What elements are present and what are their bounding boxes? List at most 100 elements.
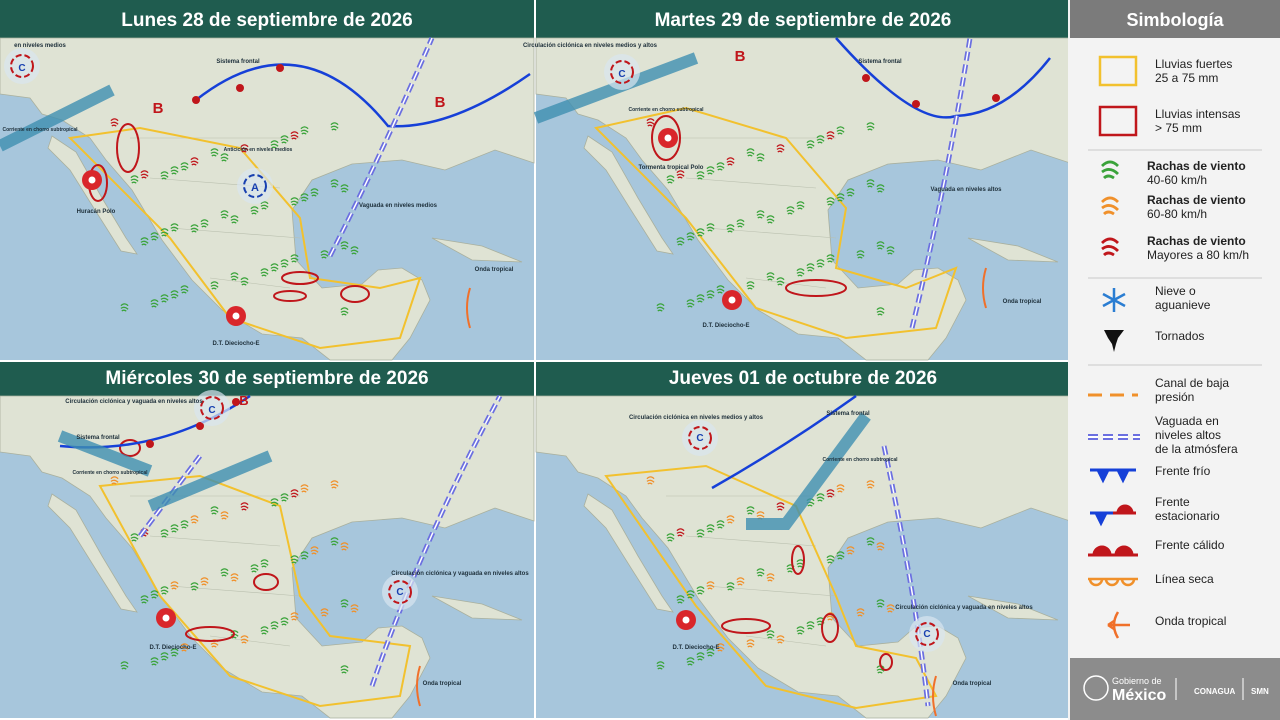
map-label: Sistema frontal [858, 59, 902, 65]
map-label: Corriente en chorro subtropical [822, 457, 898, 463]
legend-label: 60-80 km/h [1147, 207, 1207, 221]
legend-label: presión [1155, 390, 1194, 404]
warm-front-mark [912, 100, 920, 108]
warm-front-mark [992, 94, 1000, 102]
legend-label: Tornados [1155, 329, 1204, 343]
map-label: Sistema frontal [216, 59, 260, 65]
map-label: Sistema frontal [826, 411, 870, 417]
footer-divider [1175, 678, 1244, 700]
smn: SMN [1251, 687, 1269, 696]
map: Circulación ciclónica y vaguada en nivel… [0, 390, 535, 719]
heavy-rain [116, 123, 140, 173]
map-label: D.T. Dieciocho-E [702, 323, 749, 329]
map-label: B [239, 393, 248, 408]
warm-front-mark [146, 440, 154, 448]
legend-separator [1088, 149, 1262, 366]
legend-label: 25 a 75 mm [1155, 71, 1218, 85]
map-label: Circulación ciclónica y vaguada en nivel… [895, 605, 1033, 611]
warm-front-mark [232, 398, 240, 406]
map-label: C [696, 433, 703, 444]
circulation [200, 396, 224, 420]
circulation-halo [4, 48, 40, 84]
heavy-rain [273, 290, 307, 302]
map-label: Vaguada en niveles medios [359, 203, 438, 209]
map-label: Circulación ciclónica y vaguada en nivel… [391, 571, 529, 577]
map-label: B [153, 100, 164, 117]
legend-label: Frente [1155, 495, 1190, 509]
cold-front [195, 63, 531, 128]
rain-area [594, 106, 958, 340]
heavy-rain [253, 573, 279, 591]
heavy-rain [821, 613, 839, 643]
circulation-halo [604, 54, 640, 90]
map-label: C [208, 405, 215, 416]
map-label: Circulación ciclónica en niveles medios … [629, 415, 764, 421]
tropical-wave [932, 675, 937, 717]
circulation-halo [194, 390, 230, 426]
trough-inner [911, 37, 971, 329]
map-label: Onda tropical [475, 267, 514, 273]
footer: Gobierno de México CONAGUA SMN [1070, 658, 1280, 720]
warm-front-mark [196, 422, 204, 430]
map-label: Circulación ciclónica y vaguada en nivel… [65, 399, 203, 405]
map-label: C [18, 63, 25, 74]
map: en niveles medios C Sistema frontal B B Corri… [0, 37, 535, 361]
heavy-rain [651, 115, 681, 161]
map-label: Huracán Polo [77, 209, 116, 215]
legend-label: Rachas de viento [1147, 234, 1246, 248]
legend-header [1070, 0, 1280, 38]
map-label: Onda tropical [423, 681, 462, 687]
map-label: Corriente en chorro subtropical [628, 107, 704, 113]
legend-label: Mayores a 80 km/h [1147, 248, 1249, 262]
heavy-rain [785, 279, 847, 297]
panel: Martes 29 de septiembre de 2026 Circulaci… [523, 0, 1071, 361]
map-label: C [923, 629, 930, 640]
circulation-halo [909, 616, 945, 652]
tropical-wave [416, 665, 421, 707]
cyclone-eye [88, 176, 96, 184]
legend-label: de la atmósfera [1155, 442, 1238, 456]
legend-label: Onda tropical [1155, 614, 1226, 628]
panel-title: Miércoles 30 de septiembre de 2026 [105, 368, 428, 389]
map-label: A [251, 182, 259, 194]
icon-cold-front [1090, 468, 1136, 484]
map: Circulación ciclónica en niveles medios … [523, 37, 1071, 361]
warm-front-mark [276, 64, 284, 72]
map-label: Onda tropical [1003, 299, 1042, 305]
gov-line2: México [1112, 687, 1166, 704]
legend-label: Nieve o [1155, 284, 1196, 298]
panel: Lunes 28 de septiembre de 2026 en niveles… [0, 0, 535, 361]
circulation [243, 174, 267, 198]
trough-inner [329, 37, 433, 257]
circulation-halo [237, 168, 273, 204]
tropical-wave [466, 287, 471, 329]
rain-area [98, 474, 412, 708]
heavy-rain [281, 271, 319, 285]
map-label: C [618, 69, 625, 80]
trough-inner [371, 395, 501, 687]
jet-stream [57, 430, 153, 477]
map: Circulación ciclónica en niveles medios … [535, 394, 1071, 719]
map-label: B [735, 48, 746, 65]
circulation [915, 622, 939, 646]
panel-header [0, 0, 534, 38]
panel: Miércoles 30 de septiembre de 2026 Circul… [0, 362, 535, 719]
jet-stream [746, 412, 871, 530]
cyclone-eye [232, 312, 240, 320]
legend-label: Rachas de viento [1147, 159, 1246, 173]
jet-stream [147, 450, 273, 512]
legend-label: Canal de baja [1155, 376, 1229, 390]
heavy-rain [879, 653, 893, 671]
panel-title: Martes 29 de septiembre de 2026 [655, 10, 952, 31]
map-label: Vaguada en niveles altos [930, 187, 1002, 193]
legend-label: niveles altos [1155, 428, 1221, 442]
map-label: Tormenta tropical Polo [639, 165, 704, 171]
map-label: en niveles medios [14, 43, 66, 49]
legend-label: Frente frío [1155, 464, 1211, 478]
panel-header [536, 362, 1070, 396]
tropical-wave [982, 267, 987, 309]
